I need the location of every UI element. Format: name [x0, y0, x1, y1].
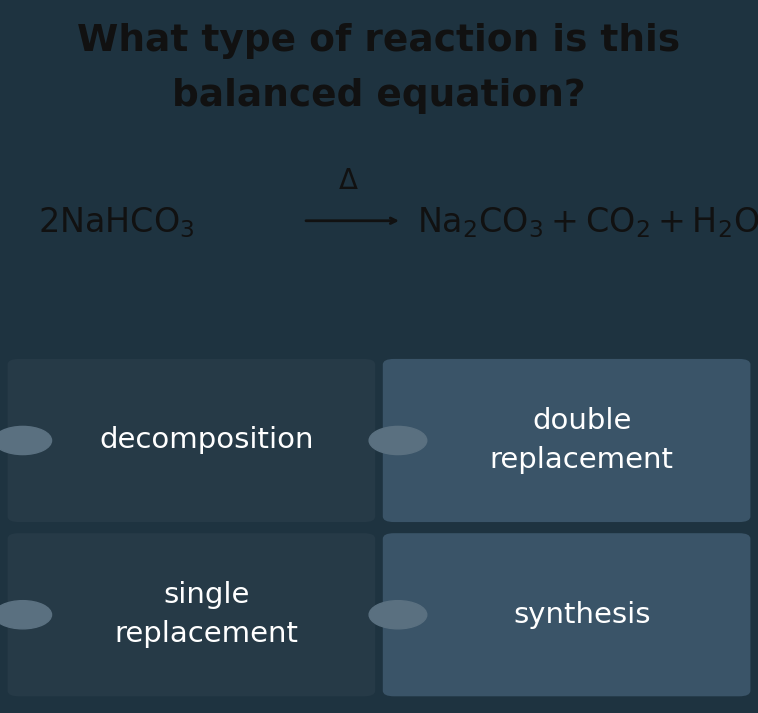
- FancyBboxPatch shape: [8, 359, 375, 522]
- Text: $\Delta$: $\Delta$: [338, 167, 359, 195]
- Text: balanced equation?: balanced equation?: [172, 78, 586, 114]
- Text: $\mathsf{Na_2CO_3 + CO_2 + H_2O}$: $\mathsf{Na_2CO_3 + CO_2 + H_2O}$: [417, 205, 758, 240]
- Text: single
replacement: single replacement: [114, 581, 299, 648]
- FancyBboxPatch shape: [383, 359, 750, 522]
- FancyBboxPatch shape: [383, 533, 750, 697]
- Text: $\mathsf{2NaHCO_3}$: $\mathsf{2NaHCO_3}$: [38, 205, 195, 240]
- Circle shape: [369, 426, 427, 455]
- FancyBboxPatch shape: [8, 533, 375, 697]
- Circle shape: [0, 426, 52, 455]
- Text: What type of reaction is this: What type of reaction is this: [77, 23, 681, 59]
- Circle shape: [0, 600, 52, 629]
- Text: synthesis: synthesis: [513, 601, 650, 629]
- Text: decomposition: decomposition: [99, 426, 314, 454]
- Text: double
replacement: double replacement: [490, 407, 674, 474]
- Circle shape: [369, 600, 427, 629]
